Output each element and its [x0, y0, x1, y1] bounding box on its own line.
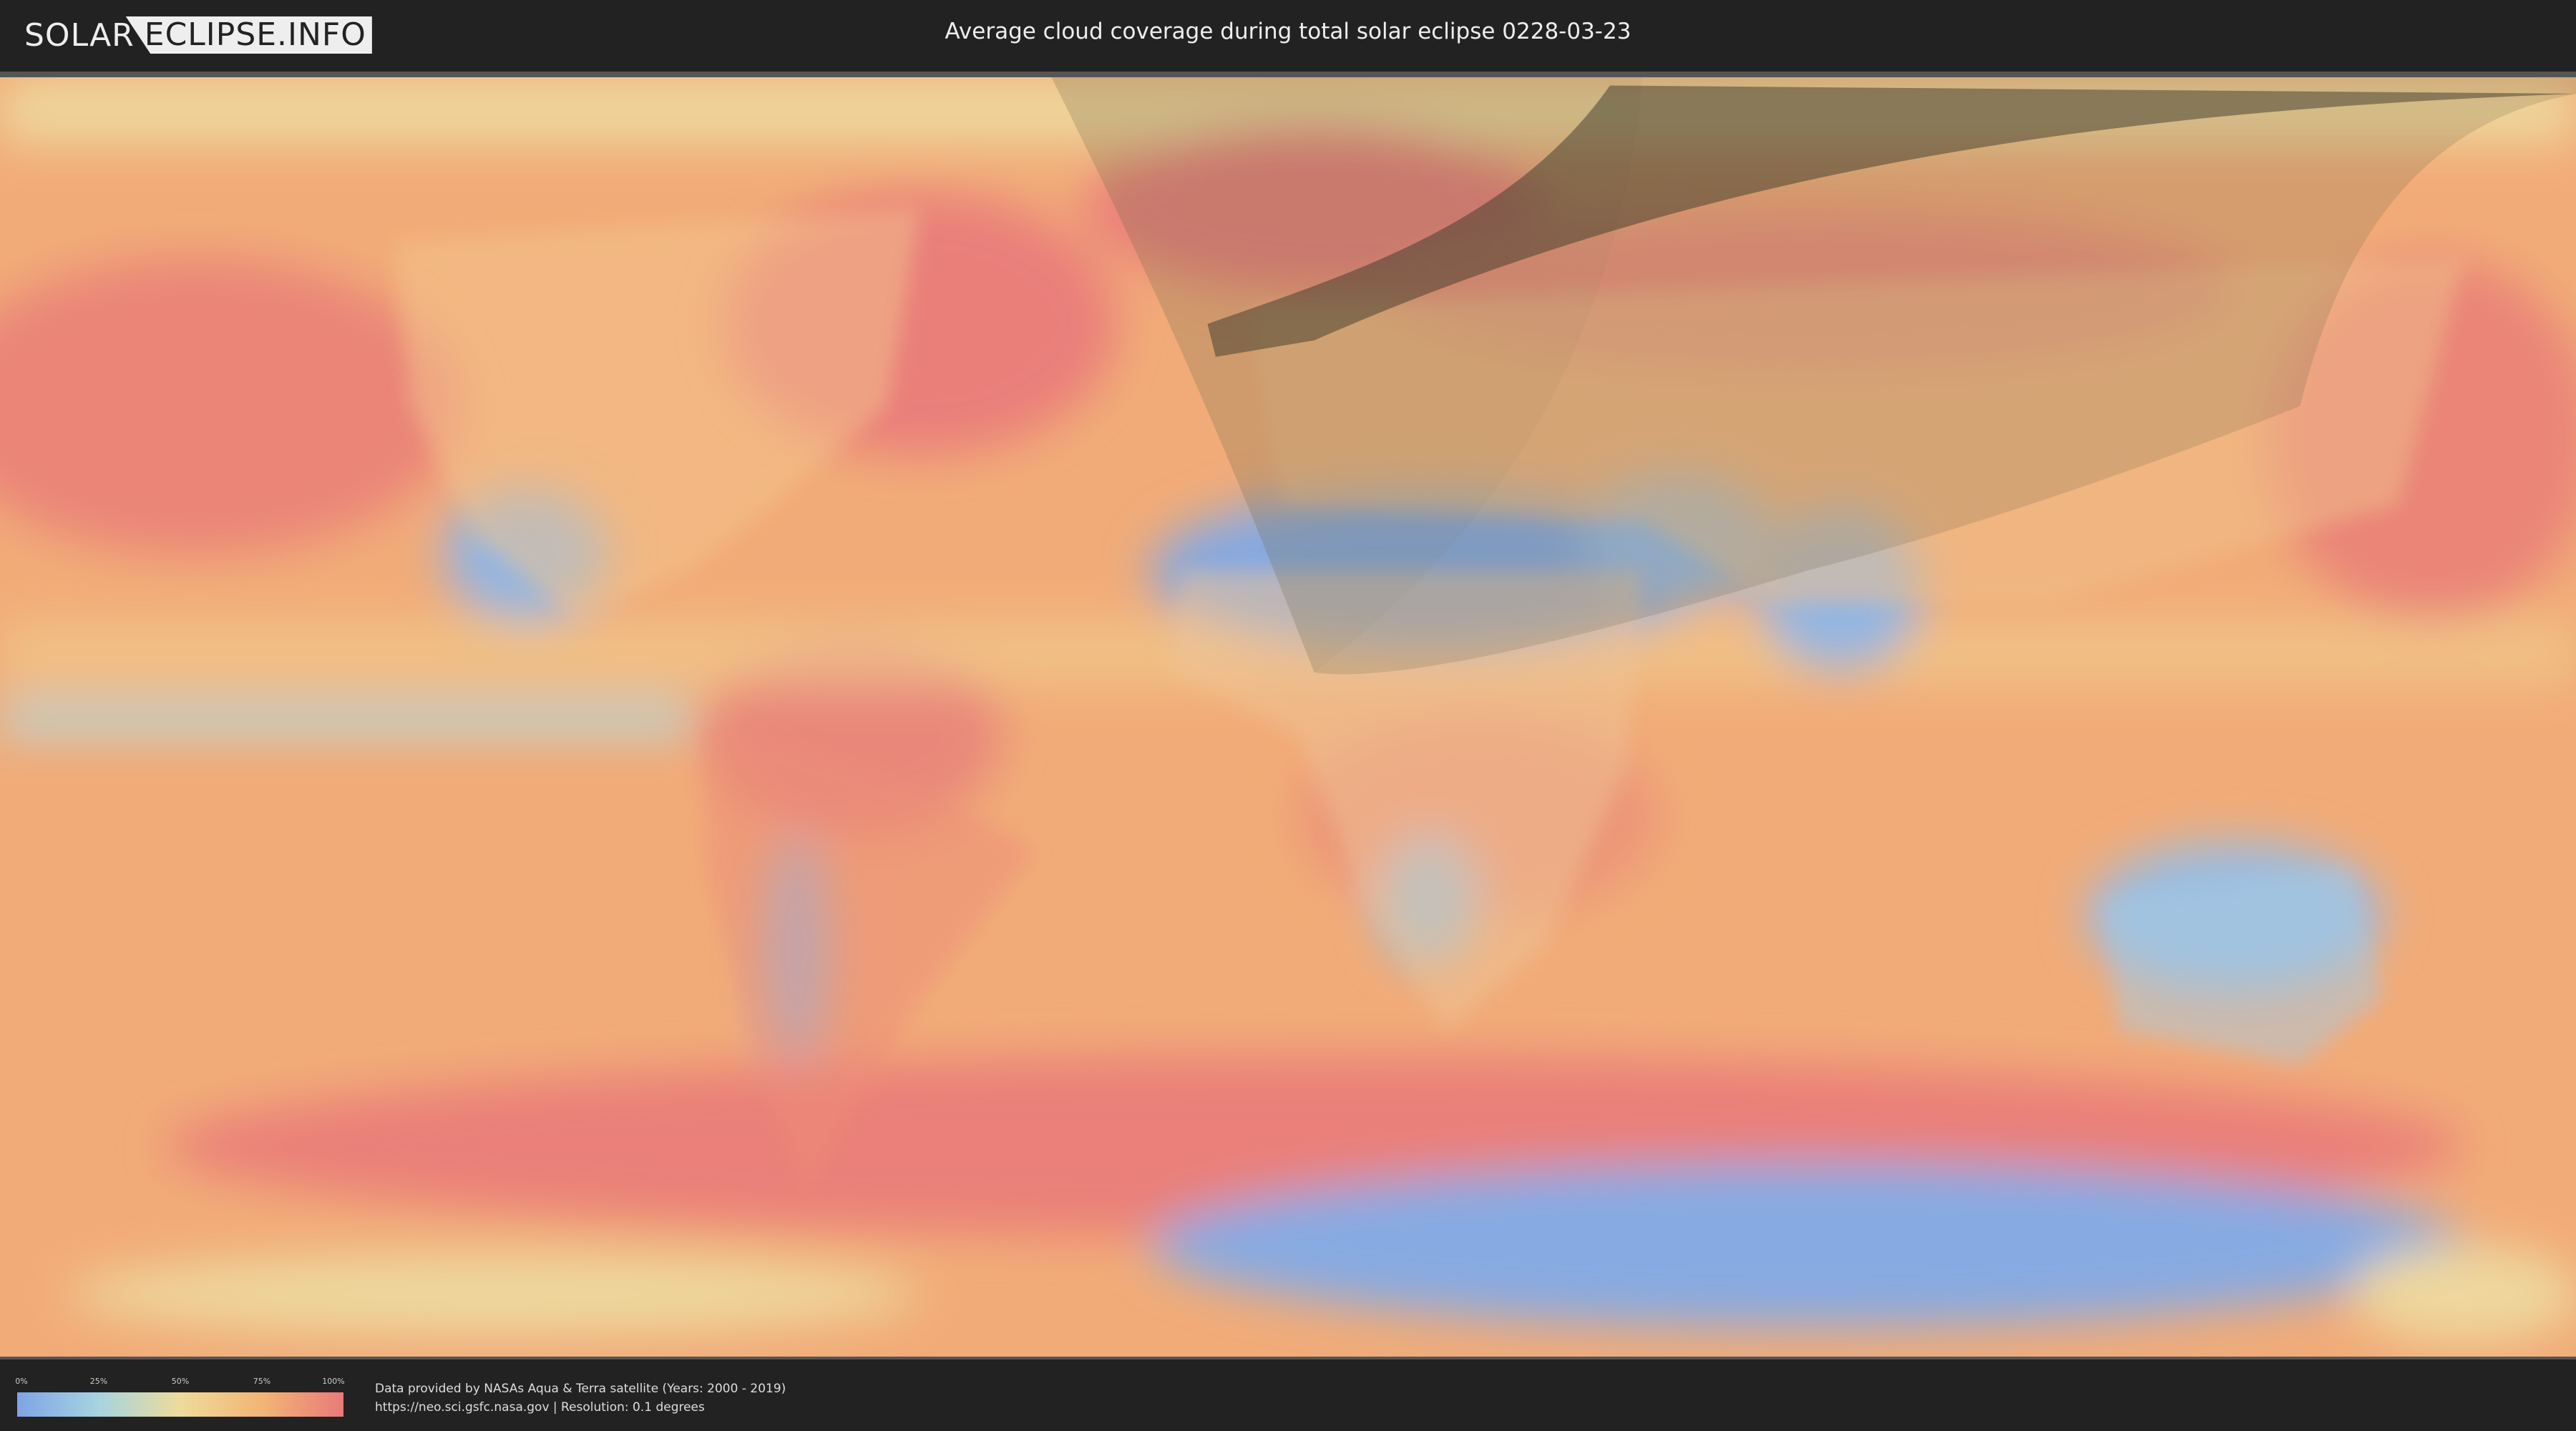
- map-graphic: [0, 77, 2576, 1357]
- eclipse-path-overlay: [1051, 77, 2576, 675]
- header: SOLAR ECLIPSE.INFO Average cloud coverag…: [0, 0, 2576, 72]
- page-title: Average cloud coverage during total sola…: [945, 19, 1631, 44]
- legend-tick: 75%: [253, 1377, 271, 1386]
- legend-tick: 100%: [322, 1377, 345, 1386]
- legend-tick: 0%: [15, 1377, 28, 1386]
- legend-ticks: 0% 25% 50% 75% 100%: [15, 1377, 345, 1388]
- legend-tick: 50%: [171, 1377, 190, 1386]
- color-legend: 0% 25% 50% 75% 100%: [15, 1377, 345, 1417]
- credit-line-source: Data provided by NASAs Aqua & Terra sate…: [375, 1382, 786, 1396]
- legend-color-bar: [17, 1392, 343, 1417]
- logo-text-eclipse-info: ECLIPSE.INFO: [125, 16, 372, 54]
- legend-tick: 25%: [89, 1377, 108, 1386]
- credit-line-url: https://neo.sci.gsfc.nasa.gov | Resoluti…: [375, 1400, 705, 1415]
- data-credit: Data provided by NASAs Aqua & Terra sate…: [375, 1379, 786, 1417]
- cloud-coverage-map[interactable]: [0, 72, 2576, 1359]
- footer: 0% 25% 50% 75% 100% Data provided by NAS…: [0, 1359, 2576, 1431]
- site-logo[interactable]: SOLAR ECLIPSE.INFO: [24, 16, 372, 54]
- logo-text-solar: SOLAR: [24, 16, 135, 54]
